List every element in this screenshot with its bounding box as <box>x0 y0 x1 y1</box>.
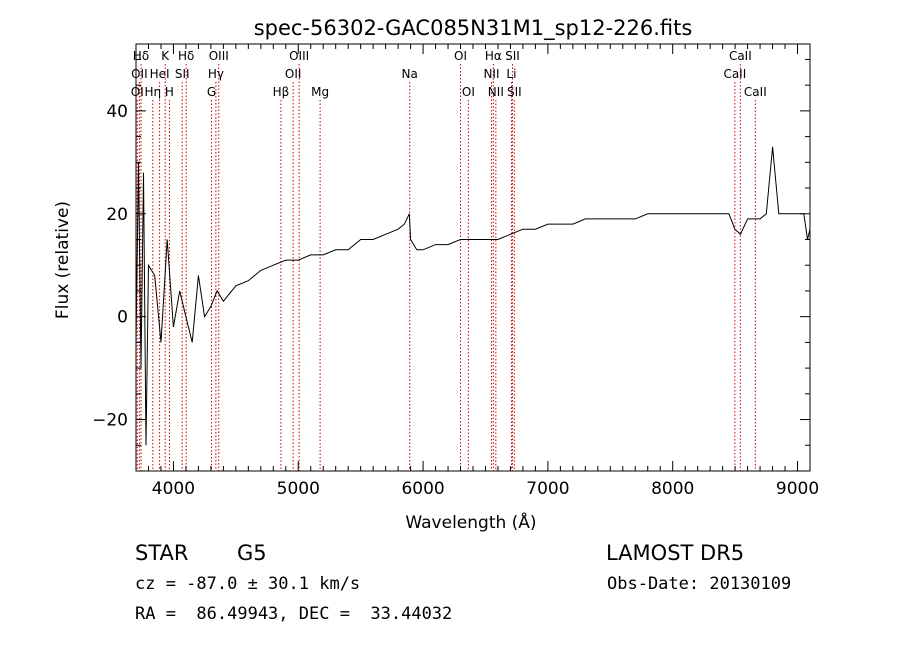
line-marker-label: OIII <box>209 49 229 63</box>
line-marker-label: OII <box>131 67 148 81</box>
x-tick-label: 5000 <box>277 479 320 499</box>
line-marker-label: NII <box>483 67 499 81</box>
object-subclass: G5 <box>237 541 267 565</box>
line-marker-label: H <box>165 85 174 99</box>
plot-frame <box>135 43 811 472</box>
line-marker-label: SII <box>505 49 520 63</box>
line-marker-label: OI <box>131 85 144 99</box>
line-marker-label: OI <box>454 49 467 63</box>
x-axis-label: Wavelength (Å) <box>405 511 536 533</box>
line-marker-label: OIII <box>289 49 309 63</box>
line-marker-label: G <box>207 85 216 99</box>
line-marker-label: CaII <box>729 49 752 63</box>
line-marker-label: OI <box>462 85 475 99</box>
spectrum-line <box>135 146 811 446</box>
line-marker-label: Hγ <box>208 67 224 81</box>
object-class: STAR <box>135 541 189 565</box>
line-marker-label: Hδ <box>133 49 149 63</box>
velocity-text: cz = -87.0 ± 30.1 km/s <box>135 574 361 594</box>
line-marker-label: OII <box>285 67 302 81</box>
line-marker-label: SII <box>507 85 522 99</box>
line-marker-label: CaII <box>723 67 746 81</box>
x-tick-label: 7000 <box>526 479 569 499</box>
line-marker-label: K <box>161 49 170 63</box>
survey-name: LAMOST DR5 <box>606 541 745 565</box>
x-tick-label: 9000 <box>776 479 819 499</box>
y-tick-label: −20 <box>92 411 128 431</box>
axis-ticks: 4000 5000 6000 7000 8000 9000 −20 0 20 40 <box>92 44 819 499</box>
y-tick-label: 20 <box>106 205 128 225</box>
line-marker-label: CaII <box>744 85 767 99</box>
line-marker-label: Li <box>506 67 516 81</box>
line-marker-label: Mg <box>311 85 329 99</box>
y-tick-label: 0 <box>117 308 128 328</box>
y-tick-label: 40 <box>106 102 128 122</box>
line-marker-label: NII <box>488 85 504 99</box>
y-axis-label: Flux (relative) <box>53 201 73 319</box>
spectral-line-markers: Hδ OII OI K Hδ OIII HeI SII Hγ Hη H G OIII OII Hβ Mg Na O… <box>131 49 767 471</box>
coords-text: RA = 86.49943, DEC = 33.44032 <box>135 604 453 624</box>
obs-date-text: Obs-Date: 20130109 <box>607 574 792 594</box>
chart-title: spec-56302-GAC085N31M1_sp12-226.fits <box>254 16 693 41</box>
line-marker-label: SII <box>175 67 190 81</box>
line-marker-label: Hη <box>145 85 162 99</box>
line-marker-label: Na <box>402 67 418 81</box>
spectrum-series <box>135 146 811 446</box>
x-tick-label: 8000 <box>651 479 694 499</box>
x-tick-label: 6000 <box>401 479 444 499</box>
line-marker-label: Hβ <box>273 85 290 99</box>
line-marker-label: HeI <box>150 67 170 81</box>
line-marker-label: Hα <box>485 49 502 63</box>
x-tick-label: 4000 <box>152 479 195 499</box>
line-marker-label: Hδ <box>178 49 194 63</box>
